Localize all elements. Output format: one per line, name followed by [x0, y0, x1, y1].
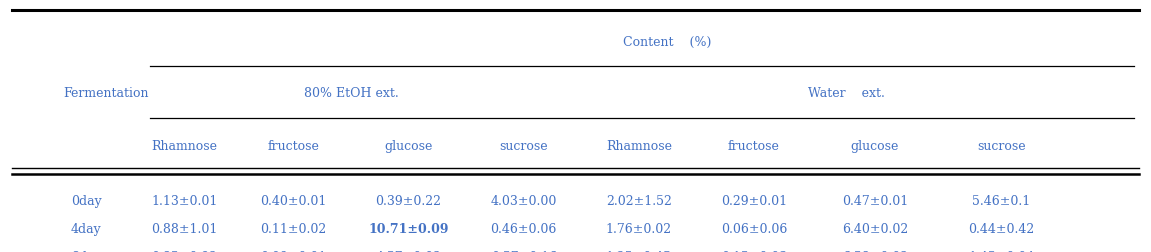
Text: Rhamnose: Rhamnose [151, 140, 218, 153]
Text: 0.46±0.06: 0.46±0.06 [490, 223, 557, 236]
Text: 0.85±0.92: 0.85±0.92 [151, 250, 218, 252]
Text: 4.57±0.02: 4.57±0.02 [375, 250, 442, 252]
Text: 1.13±0.01: 1.13±0.01 [151, 195, 218, 208]
Text: 0.15±0.03: 0.15±0.03 [721, 250, 787, 252]
Text: 0.88±1.01: 0.88±1.01 [151, 223, 218, 236]
Text: Rhamnose: Rhamnose [605, 140, 672, 153]
Text: 0.57±0.16: 0.57±0.16 [490, 250, 557, 252]
Text: glucose: glucose [384, 140, 433, 153]
Text: 6.40±0.02: 6.40±0.02 [841, 223, 908, 236]
Text: 6.58±0.02: 6.58±0.02 [841, 250, 908, 252]
Text: 4.03±0.00: 4.03±0.00 [490, 195, 557, 208]
Text: 0.47±0.01: 0.47±0.01 [841, 195, 908, 208]
Text: 8day: 8day [71, 250, 101, 252]
Text: sucrose: sucrose [977, 140, 1026, 153]
Text: 10.71±0.09: 10.71±0.09 [368, 223, 449, 236]
Text: fructose: fructose [267, 140, 320, 153]
Text: Fermentation: Fermentation [63, 87, 148, 100]
Text: 0.40±0.01: 0.40±0.01 [260, 195, 327, 208]
Text: 0.09±0.01: 0.09±0.01 [260, 250, 327, 252]
Text: 80% EtOH ext.: 80% EtOH ext. [304, 87, 398, 100]
Text: 0.29±0.01: 0.29±0.01 [721, 195, 787, 208]
Text: Content    (%): Content (%) [624, 36, 711, 49]
Text: Water    ext.: Water ext. [808, 87, 884, 100]
Text: 0.44±0.42: 0.44±0.42 [968, 223, 1035, 236]
Text: 0day: 0day [71, 195, 101, 208]
Text: sucrose: sucrose [500, 140, 548, 153]
Text: 1.45±0.04: 1.45±0.04 [968, 250, 1035, 252]
Text: 1.25±0.45: 1.25±0.45 [605, 250, 672, 252]
Text: 4day: 4day [71, 223, 101, 236]
Text: 0.11±0.02: 0.11±0.02 [260, 223, 327, 236]
Text: 2.02±1.52: 2.02±1.52 [605, 195, 672, 208]
Text: 0.06±0.06: 0.06±0.06 [721, 223, 787, 236]
Text: 1.76±0.02: 1.76±0.02 [605, 223, 672, 236]
Text: fructose: fructose [727, 140, 780, 153]
Text: 0.39±0.22: 0.39±0.22 [375, 195, 442, 208]
Text: 5.46±0.1: 5.46±0.1 [973, 195, 1030, 208]
Text: glucose: glucose [851, 140, 899, 153]
